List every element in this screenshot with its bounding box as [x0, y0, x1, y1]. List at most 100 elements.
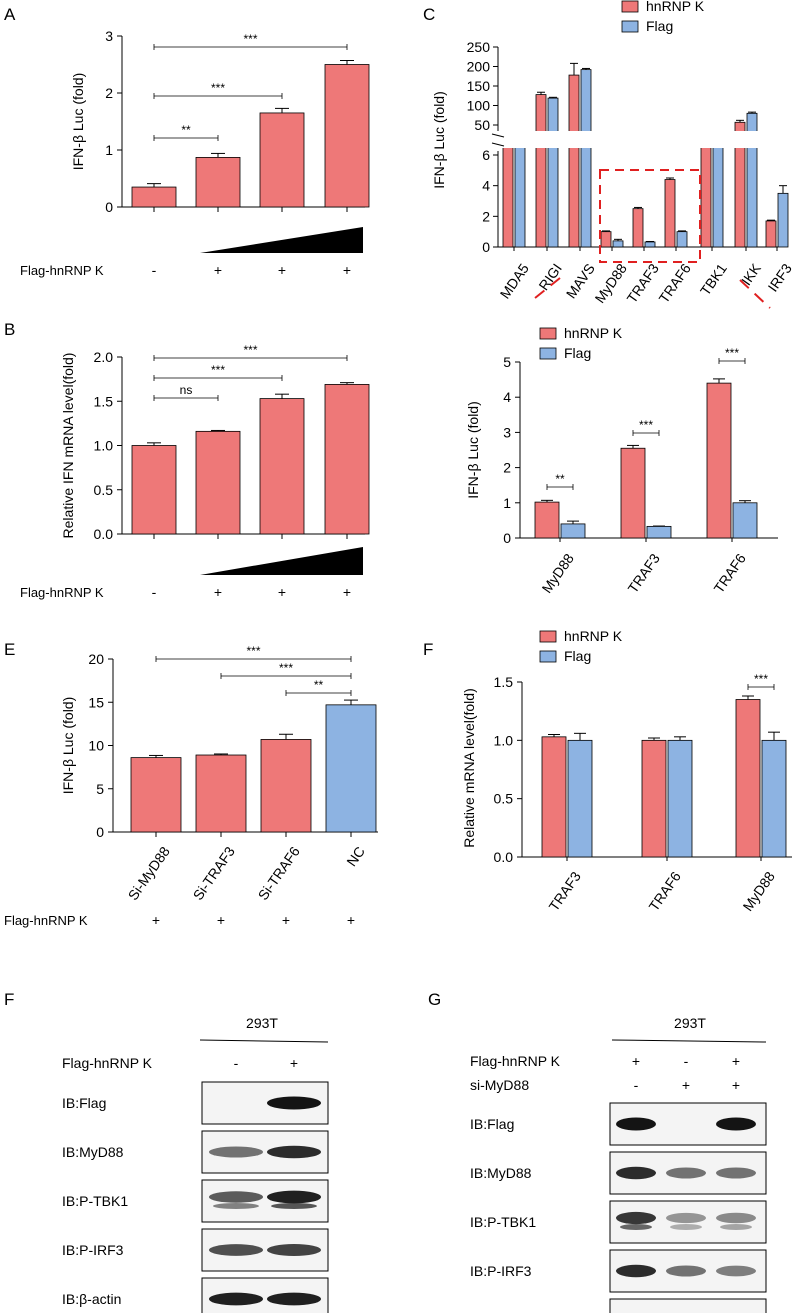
- panel-C-axis-break-mark: [491, 142, 505, 147]
- panel-A-treatment-sign: +: [343, 262, 351, 278]
- blot-G-band: [716, 1117, 756, 1131]
- panel-C-bar: [632, 208, 644, 248]
- panel-C-bar: [664, 179, 676, 248]
- panel-C-bar: [765, 220, 777, 248]
- panel-E-y-tick-label: 1.0: [494, 732, 514, 748]
- panel-E-y-label: Relative mRNA level(fold): [461, 688, 477, 848]
- panel-C-zoom-legend-swatch-1: [539, 347, 557, 360]
- panel-C-zoom-legend-label-0: hnRNP K: [564, 325, 623, 341]
- panel-C-axis-break-band: [484, 131, 782, 148]
- panel-B-treatment-sign: +: [214, 584, 222, 600]
- blot-G-band: [666, 1167, 706, 1179]
- panel-C-bar: [600, 231, 612, 248]
- panel-letter-G: G: [428, 990, 441, 1009]
- blot-G-condition-sign: +: [632, 1053, 640, 1069]
- panel-C-zoom-bar: [706, 382, 732, 539]
- blot-G-cell-line: 293T: [674, 1015, 706, 1031]
- panel-B-y-tick-label: 0.0: [94, 526, 114, 542]
- panel-B-bar: [195, 430, 241, 535]
- blot-F-band: [267, 1096, 321, 1110]
- panel-E-category-label: TRAF6: [645, 868, 684, 914]
- blot-G-condition-sign: +: [682, 1077, 690, 1093]
- panel-D-treatment-sign: +: [282, 912, 290, 928]
- panel-B-treatment-sign: +: [343, 584, 351, 600]
- blot-F-row-label: IB:MyD88: [62, 1144, 124, 1160]
- panel-D-significance-label: **: [314, 678, 324, 692]
- panel-D-category-label: Si-MyD88: [125, 843, 173, 903]
- panel-C-y-tick-label: 4: [482, 178, 490, 194]
- blot-F-row-label: IB:P-IRF3: [62, 1242, 124, 1258]
- panel-E-legend-swatch-0: [539, 630, 557, 643]
- panel-D-bar: [325, 704, 377, 833]
- panel-D-significance-label: ***: [246, 644, 260, 658]
- panel-E-legend-label-1: Flag: [564, 648, 591, 664]
- panel-C-y-tick-label: 200: [467, 59, 491, 75]
- panel-A-y-tick-label: 3: [105, 28, 113, 44]
- panel-C-category-label: TBK1: [697, 260, 730, 298]
- panel-A-significance-label: **: [181, 123, 191, 137]
- panel-D-category-label: Si-TRAF3: [190, 843, 238, 903]
- panel-C-legend-label-0: hnRNP K: [646, 0, 705, 14]
- panel-C-category-label: TRAF6: [655, 260, 694, 306]
- panel-B-treatment-sign: +: [278, 584, 286, 600]
- blot-F-condition-sign: -: [234, 1055, 239, 1071]
- blot-G-band-lower: [670, 1224, 702, 1230]
- panel-C-zoom-bar: [646, 525, 672, 539]
- panel-D-y-tick-label: 0: [96, 824, 104, 840]
- blot-F-cell-line-underline: [199, 1039, 329, 1043]
- blot-G-band: [716, 1265, 756, 1277]
- panel-B-treatment-sign: -: [152, 584, 157, 600]
- panel-C-zoom-y-tick-label: 0: [503, 530, 511, 546]
- blot-F-band: [209, 1292, 263, 1306]
- panel-C-zoom-bar: [732, 502, 758, 539]
- panel-E-bar: [567, 739, 593, 858]
- blot-G-condition-sign: -: [634, 1077, 639, 1093]
- panel-E-bar: [667, 739, 693, 858]
- panel-letter-E: E: [4, 640, 15, 659]
- panel-C-zoom-significance-label: ***: [639, 418, 653, 432]
- panel-C-bar: [644, 241, 656, 248]
- panel-letter-F: F: [423, 640, 433, 659]
- panel-E-category-label: MyD88: [739, 868, 778, 914]
- blot-F-band: [267, 1292, 321, 1306]
- panel-E-significance-label: ***: [754, 672, 768, 686]
- panel-C-bar: [535, 94, 547, 248]
- panel-C-legend-swatch-0: [621, 0, 639, 13]
- panel-C-category-label: IKK: [738, 260, 764, 288]
- panel-E-y-tick-label: 0.5: [494, 791, 514, 807]
- blot-G-row-label: IB:MyD88: [470, 1165, 532, 1181]
- panel-A-dose-wedge: [200, 227, 363, 253]
- panel-E-bar: [641, 739, 667, 858]
- panel-C-category-label: IRF3: [764, 260, 795, 294]
- panel-A-treatment-sign: +: [214, 262, 222, 278]
- panel-B-bar: [131, 445, 177, 535]
- panel-C-zoom-line-right: [739, 279, 771, 309]
- panel-A-y-tick-label: 0: [105, 199, 113, 215]
- panel-B-y-tick-label: 1.5: [94, 393, 114, 409]
- blot-G-band: [716, 1167, 756, 1179]
- blot-F-band: [209, 1191, 263, 1203]
- panel-D-y-tick-label: 15: [88, 694, 104, 710]
- panel-C-zoom-legend-swatch-0: [539, 327, 557, 340]
- panel-C-bar: [777, 192, 789, 248]
- panel-D-significance-label: ***: [279, 661, 293, 675]
- panel-B-significance-label: ***: [243, 343, 257, 357]
- panel-C-zoom-y-label: IFN-β Luc (fold): [465, 401, 481, 499]
- blot-G-condition-sign: -: [684, 1053, 689, 1069]
- panel-A-treatment-sign: -: [152, 262, 157, 278]
- panel-B-treatment-label: Flag-hnRNP K: [20, 585, 104, 600]
- panel-A-bar: [259, 112, 305, 208]
- panel-C-zoom-y-tick-label: 5: [503, 354, 511, 370]
- panel-letter-C: C: [423, 5, 435, 24]
- panel-C-zoom-bar: [620, 447, 646, 539]
- blot-F-band: [267, 1244, 321, 1256]
- panel-D-y-label: IFN-β Luc (fold): [60, 697, 76, 795]
- panel-A-bar: [324, 64, 370, 208]
- blot-G-band: [616, 1211, 656, 1225]
- blot-G-condition-label: si-MyD88: [470, 1077, 529, 1093]
- panel-D-y-tick-label: 5: [96, 781, 104, 797]
- panel-A-significance-label: ***: [243, 32, 257, 46]
- panel-B-bar: [324, 384, 370, 535]
- panel-C-bar: [580, 69, 592, 248]
- panel-D-treatment-sign: +: [347, 912, 355, 928]
